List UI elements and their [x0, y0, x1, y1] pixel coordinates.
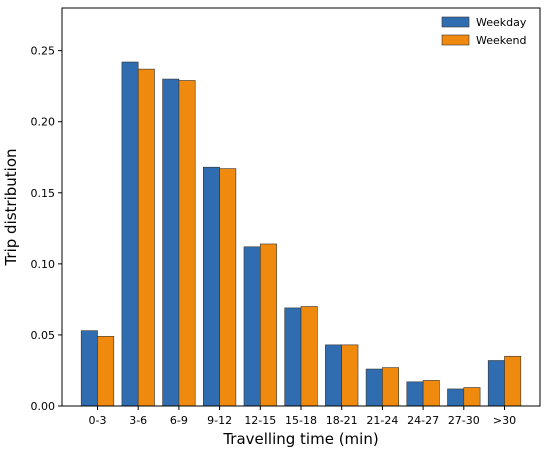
y-tick-label: 0.25: [31, 45, 56, 58]
x-tick-label: 6-9: [170, 414, 188, 427]
bar-weekday-24-27: [406, 381, 424, 407]
x-tick-label: 9-12: [207, 414, 232, 427]
y-tick-label: 0.10: [31, 258, 56, 271]
bar-weekend-21-24: [382, 367, 399, 407]
bar-weekday-27-30: [447, 388, 465, 407]
bar-weekend-15-18: [300, 306, 318, 407]
legend-label-weekday: Weekday: [476, 16, 527, 29]
bar-weekend-18-21: [341, 344, 359, 407]
legend-swatch-weekend: [441, 34, 470, 46]
x-axis-title: Travelling time (min): [222, 430, 378, 448]
bar-weekend-27-30: [463, 387, 481, 407]
bar-weekday-21-24: [365, 368, 383, 407]
bar-weekend-12-15: [259, 243, 277, 407]
plot-frame: [61, 7, 541, 407]
x-tick-label: 27-30: [448, 414, 480, 427]
x-axis: 0-3 3-6 6-9 9-12 12-15 15-18 18-21 21-24 24-27 27…: [89, 406, 516, 427]
x-tick-label: >30: [493, 414, 516, 427]
bar-weekend-9-12: [219, 168, 237, 407]
bar-weekend->30: [504, 355, 522, 407]
bar-weekday-12-15: [243, 246, 261, 407]
y-axis-title: Trip distribution: [2, 148, 20, 266]
bar-weekend-3-6: [137, 68, 155, 407]
bar-weekday-18-21: [325, 344, 342, 407]
x-tick-label: 21-24: [366, 414, 398, 427]
y-tick-label: 0.20: [31, 116, 56, 129]
bar-weekday-0-3: [80, 330, 98, 407]
bar-weekday-6-9: [162, 78, 180, 407]
bar-weekend-24-27: [422, 380, 440, 407]
bar-weekday-9-12: [203, 166, 220, 407]
bar-weekday->30: [487, 360, 505, 407]
legend-swatch-weekday: [441, 16, 470, 28]
x-tick-label: 0-3: [89, 414, 107, 427]
legend: Weekday Weekend: [441, 16, 527, 47]
y-axis: 0.00 0.05 0.10 0.15 0.20 0.25: [31, 45, 62, 413]
x-tick-label: 24-27: [407, 414, 439, 427]
bar-weekday-3-6: [121, 61, 139, 407]
bar-weekend-0-3: [97, 336, 115, 407]
y-tick-label: 0.00: [31, 400, 56, 413]
x-tick-label: 12-15: [244, 414, 276, 427]
x-tick-label: 3-6: [129, 414, 147, 427]
legend-label-weekend: Weekend: [476, 34, 526, 47]
y-tick-label: 0.05: [31, 329, 56, 342]
x-tick-label: 15-18: [285, 414, 317, 427]
y-tick-label: 0.15: [31, 187, 56, 200]
bar-weekend-6-9: [178, 80, 196, 407]
bar-weekday-15-18: [284, 307, 302, 407]
x-tick-label: 18-21: [326, 414, 358, 427]
bars-group: [80, 61, 522, 407]
